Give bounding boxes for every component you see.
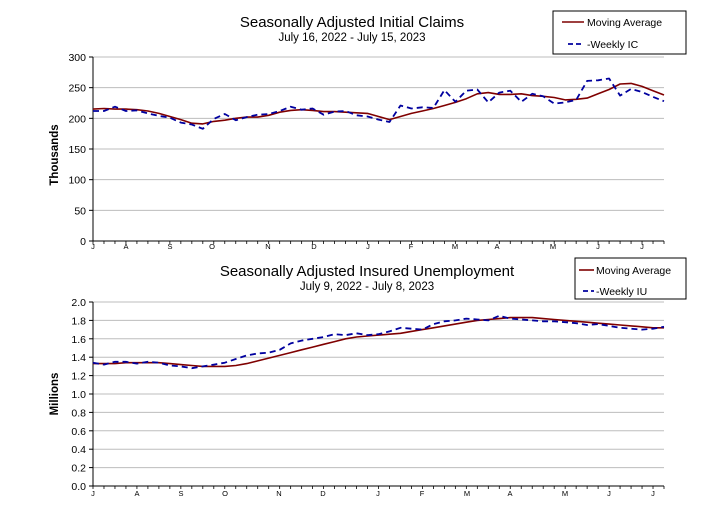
x-month-label: J: [596, 242, 600, 251]
x-month-label: D: [311, 242, 317, 251]
x-month-label: M: [562, 489, 568, 498]
series-line-weekly-ic: [93, 77, 665, 130]
y-tick-label: 1.6: [71, 334, 86, 346]
x-month-label: S: [167, 242, 172, 251]
insured-unemployment-chart: Seasonally Adjusted Insured Unemployment…: [49, 257, 687, 498]
x-month-label: M: [452, 242, 458, 251]
legend-label: Moving Average: [596, 265, 671, 277]
x-month-label: J: [366, 242, 370, 251]
x-month-label: F: [409, 242, 414, 251]
y-tick-label: 1.0: [71, 389, 86, 401]
x-month-label: J: [376, 489, 380, 498]
x-month-label: S: [178, 489, 183, 498]
y-tick-label: 1.8: [71, 315, 86, 327]
series-line-moving-average: [92, 82, 665, 125]
y-tick-label: 0.6: [71, 426, 86, 438]
legend-label: Moving Average: [587, 17, 662, 29]
chart-title: Seasonally Adjusted Insured Unemployment: [220, 263, 515, 280]
y-tick-label: 0.2: [71, 463, 86, 475]
y-tick-label: 1.4: [71, 352, 86, 364]
x-month-label: A: [134, 489, 139, 498]
legend-label: -Weekly IC: [587, 39, 639, 51]
y-tick-label: 300: [68, 52, 86, 64]
legend-label: -Weekly IU: [596, 286, 647, 298]
x-month-label: O: [209, 242, 215, 251]
y-tick-label: 0.0: [71, 481, 86, 493]
x-month-label: J: [651, 489, 655, 498]
y-tick-label: 100: [68, 175, 86, 187]
x-month-label: F: [420, 489, 425, 498]
x-month-label: D: [320, 489, 326, 498]
x-month-label: M: [464, 489, 470, 498]
initial-claims-chart: Seasonally Adjusted Initial Claims July …: [49, 10, 687, 251]
y-tick-label: 0: [80, 236, 86, 248]
x-month-label: A: [123, 242, 128, 251]
y-tick-label: 0.4: [71, 444, 86, 456]
x-month-label: J: [91, 242, 95, 251]
chart-legend: Moving Average -Weekly IC: [552, 10, 687, 55]
y-tick-label: 50: [74, 205, 86, 217]
x-month-label: O: [222, 489, 228, 498]
y-axis-label: Thousands: [49, 124, 61, 185]
y-tick-label: 2.0: [71, 297, 86, 309]
chart-subtitle: July 9, 2022 - July 8, 2023: [300, 281, 434, 293]
x-month-label: A: [494, 242, 499, 251]
x-month-label: N: [276, 489, 281, 498]
x-month-label: M: [550, 242, 556, 251]
y-tick-label: 0.8: [71, 407, 86, 419]
chart-title: Seasonally Adjusted Initial Claims: [240, 14, 464, 31]
chart-subtitle: July 16, 2022 - July 15, 2023: [278, 32, 425, 44]
series-line-moving-average: [93, 316, 664, 368]
y-axis-label: Millions: [49, 373, 61, 416]
x-month-label: J: [607, 489, 611, 498]
chart-legend: Moving Average -Weekly IU: [574, 257, 687, 300]
y-tick-label: 250: [68, 83, 86, 95]
x-month-label: J: [91, 489, 95, 498]
series-line-weekly-iu: [92, 314, 665, 370]
y-tick-label: 1.2: [71, 371, 86, 383]
x-month-label: J: [640, 242, 644, 251]
x-month-label: N: [265, 242, 270, 251]
y-tick-label: 200: [68, 113, 86, 125]
y-tick-label: 150: [68, 144, 86, 156]
x-month-label: A: [507, 489, 512, 498]
